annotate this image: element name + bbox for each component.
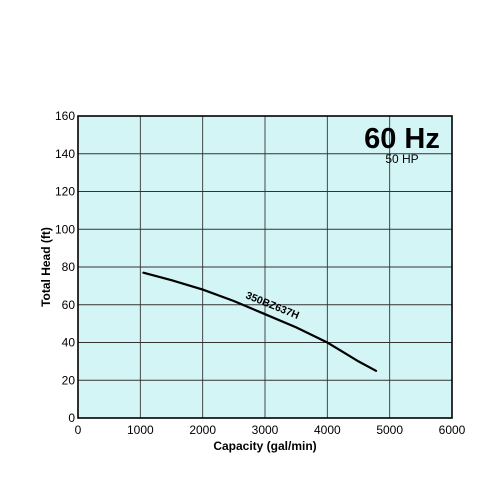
y-tick-label: 140 <box>55 147 75 161</box>
x-tick-label: 0 <box>75 423 82 437</box>
x-axis-title: Capacity (gal/min) <box>213 439 316 453</box>
y-axis-title: Total Head (ft) <box>39 227 53 307</box>
x-tick-label: 5000 <box>376 423 403 437</box>
y-tick-label: 160 <box>55 109 75 123</box>
x-tick-label: 1000 <box>127 423 154 437</box>
y-tick-label: 120 <box>55 185 75 199</box>
y-tick-labels: 0 20 40 60 80 100 120 140 160 <box>55 109 75 425</box>
grid-lines <box>78 116 452 418</box>
y-tick-label: 100 <box>55 222 75 236</box>
x-tick-labels: 0 1000 2000 3000 4000 5000 6000 <box>75 423 466 437</box>
x-tick-label: 6000 <box>439 423 466 437</box>
x-tick-label: 2000 <box>189 423 216 437</box>
plot-frame <box>77 115 453 419</box>
frequency-label: 60 Hz <box>364 123 440 155</box>
x-tick-label: 3000 <box>252 423 279 437</box>
power-label: 50 HP <box>385 152 418 166</box>
y-tick-label: 80 <box>62 260 76 274</box>
y-tick-label: 0 <box>68 411 75 425</box>
series-line-350BZ637H <box>142 271 378 372</box>
x-tick-label: 4000 <box>314 423 341 437</box>
y-tick-label: 60 <box>62 298 76 312</box>
y-tick-label: 20 <box>62 373 76 387</box>
y-tick-label: 40 <box>62 336 76 350</box>
